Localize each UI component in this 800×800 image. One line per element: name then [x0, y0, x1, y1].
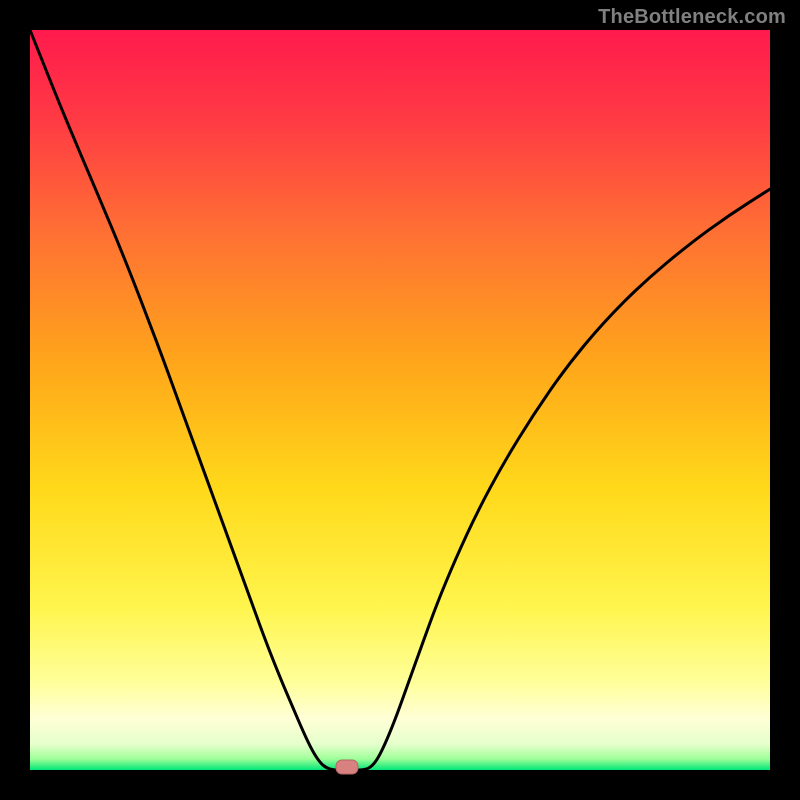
chart-container: { "source_watermark": "TheBottleneck.com… — [0, 0, 800, 800]
optimum-marker — [335, 759, 359, 775]
chart-svg — [0, 0, 800, 800]
source-watermark: TheBottleneck.com — [598, 6, 786, 29]
plot-background — [30, 30, 770, 770]
